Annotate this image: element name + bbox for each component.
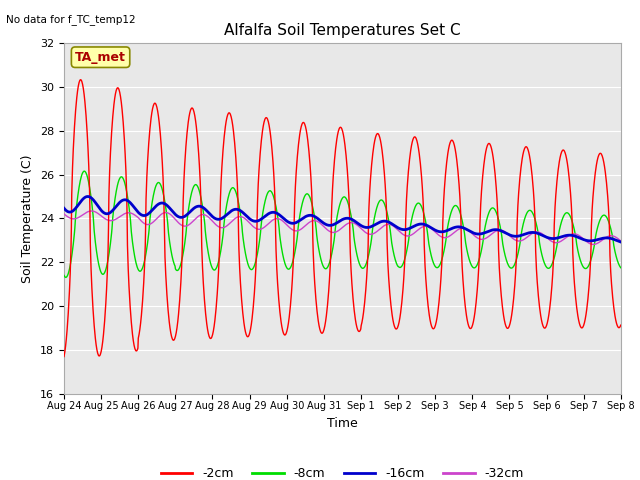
Text: TA_met: TA_met	[75, 51, 126, 64]
X-axis label: Time: Time	[327, 417, 358, 430]
Y-axis label: Soil Temperature (C): Soil Temperature (C)	[22, 154, 35, 283]
Legend: -2cm, -8cm, -16cm, -32cm: -2cm, -8cm, -16cm, -32cm	[156, 462, 529, 480]
Title: Alfalfa Soil Temperatures Set C: Alfalfa Soil Temperatures Set C	[224, 23, 461, 38]
Text: No data for f_TC_temp12: No data for f_TC_temp12	[6, 14, 136, 25]
